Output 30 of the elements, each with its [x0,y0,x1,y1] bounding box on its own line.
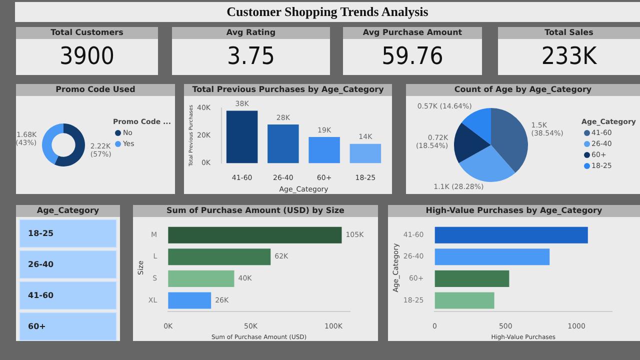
chart-title: Count of Age by Age_Category [406,84,640,96]
chart-title: Promo Code Used [16,84,175,96]
bar [434,226,588,244]
bar [434,270,510,287]
text: Avg Purchase Amount [343,27,482,39]
bar [168,226,342,244]
text: 3900 [58,41,116,72]
text: 59.76 [380,41,444,72]
text: Avg Rating [172,27,330,39]
text: Total Customers [16,27,158,39]
bar [168,248,271,266]
bar [434,248,550,266]
text: 18-25 [19,219,117,248]
text: 26-40 [19,250,117,279]
text: 3.75 [226,41,276,72]
chart-title: Sum of Purchase Amount (USD) by Size [133,205,378,217]
bar [268,124,299,164]
text: Customer Shopping Trends Analysis [15,2,640,22]
chart-title: Total Previous Purchases by Age_Category [184,84,392,96]
text: Age_Category [16,205,120,217]
bar [226,110,258,164]
chart-title: High-Value Purchases by Age_Category [388,205,640,217]
bar [168,270,234,287]
text: Total Sales [498,27,640,39]
bar [308,136,340,164]
text: 41-60 [19,281,117,310]
text: 233K [540,41,598,72]
bar [350,144,382,164]
bar [434,292,494,309]
bar [168,292,212,309]
